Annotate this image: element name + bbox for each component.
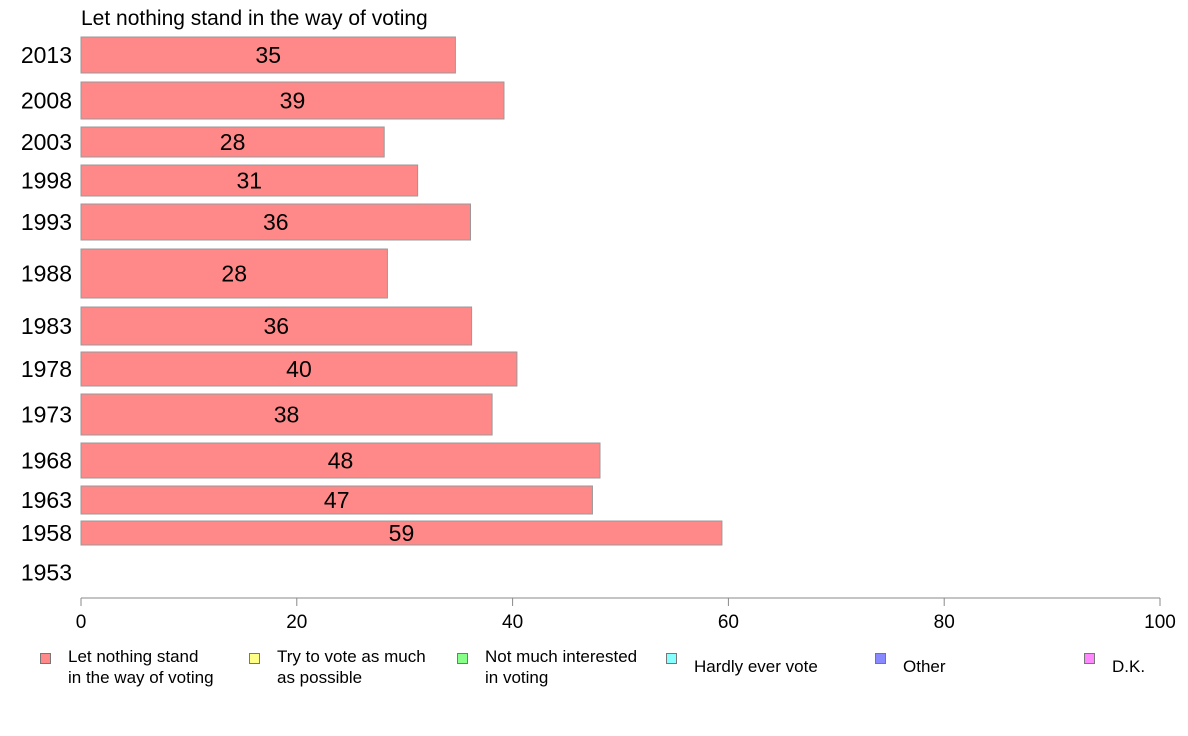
data-label: 47 [324,487,350,513]
category-labels: 2013 2008 2003 1998 1993 1988 1983 1978 1973 1968… [21,42,72,586]
x-tick-label: 100 [1144,612,1176,633]
data-label: 40 [286,356,312,382]
legend-item: Let nothing stand in the way of voting [40,646,214,688]
data-label: 59 [389,520,415,546]
category-label: 1968 [21,448,72,474]
category-label: 1988 [21,261,72,287]
bar [80,36,456,74]
legend-swatch [249,653,260,664]
bar [80,248,388,299]
bar [80,306,473,346]
data-label: 38 [274,402,300,428]
data-label: 28 [221,261,247,287]
data-label: 39 [280,88,306,114]
legend-item: Not much interested in voting [457,646,637,688]
legend-swatch [40,653,51,664]
x-tick-label: 20 [286,612,307,633]
data-label: 28 [220,129,246,155]
legend-swatch [666,653,677,664]
x-tick-label: 40 [502,612,523,633]
bar [80,203,472,241]
bar [80,81,505,120]
bar [80,164,419,197]
legend-label: Try to vote as much as possible [277,647,426,687]
chart-title: Let nothing stand in the way of voting [81,7,428,30]
bar [80,351,518,387]
category-label: 1973 [21,402,72,428]
bar [80,520,723,546]
legend-swatch [875,653,886,664]
category-label: 1978 [21,356,72,382]
bar [80,393,493,436]
bar [80,485,593,515]
legend-item: D.K. [1084,646,1145,677]
x-tick-label: 80 [934,612,955,633]
x-tick-label: 60 [718,612,739,633]
legend-label: D.K. [1112,657,1146,676]
data-label: 36 [263,209,289,235]
legend-swatch [1084,653,1095,664]
category-label: 1998 [21,168,72,194]
category-label: 1983 [21,313,72,339]
data-label: 48 [328,448,354,474]
category-label: 1958 [21,520,72,546]
legend-label: Let nothing stand in the way of voting [68,647,214,687]
x-tick-label: 0 [76,612,87,633]
legend-label: Other [903,657,946,676]
category-label: 2013 [21,42,72,68]
category-label: 1963 [21,487,72,513]
category-label: 2008 [21,88,72,114]
x-axis: 0 20 40 60 80 100 [76,597,1176,633]
data-label: 36 [264,313,290,339]
legend-label: Not much interested in voting [485,647,638,687]
legend-swatch [457,653,468,664]
legend-item: Try to vote as much as possible [249,646,426,688]
category-label: 2003 [21,129,72,155]
category-label: 1953 [21,560,72,586]
legend-item: Other [875,646,946,677]
legend-item: Hardly ever vote [666,646,818,677]
legend: Let nothing stand in the way of voting Tr… [0,646,1188,696]
legend-label: Hardly ever vote [694,657,818,676]
data-label: 31 [237,168,263,194]
data-label: 35 [255,42,281,68]
bar [80,442,601,479]
bar [80,126,385,158]
category-label: 1993 [21,209,72,235]
